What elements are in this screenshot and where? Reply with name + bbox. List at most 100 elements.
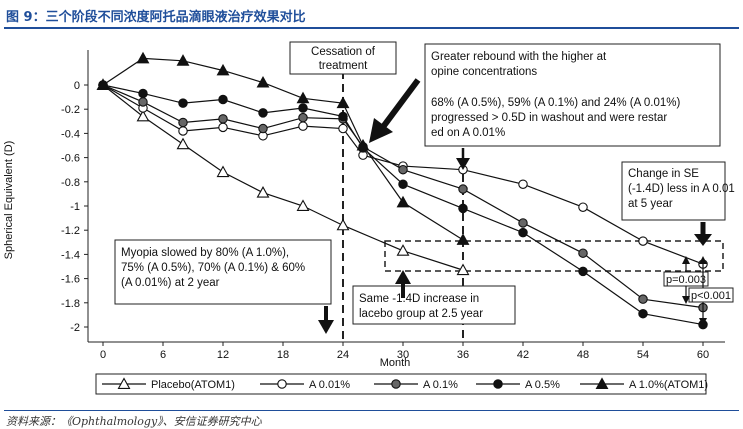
data-point (138, 88, 148, 99)
data-point (336, 218, 350, 231)
y-tick-label: -2 (70, 322, 80, 334)
y-axis-label: Spherical Equivalent (D) (3, 141, 15, 260)
y-tick-label: -0.2 (61, 104, 80, 116)
data-point (218, 122, 228, 133)
figure-title: 图 9：三个阶段不同浓度阿托品滴眼液治疗效果对比 (6, 10, 306, 25)
data-point (216, 165, 230, 178)
legend-label: A 0.1% (423, 379, 458, 391)
p-value-001: p<0.001 (691, 290, 731, 302)
data-point (398, 164, 408, 175)
data-point (336, 96, 350, 109)
annotation-placebo-line2: lacebo group at 2.5 year (359, 308, 483, 320)
data-point (298, 103, 308, 113)
annotation-rebound: Greater rebound with the higher at opine… (424, 43, 721, 147)
data-point (178, 126, 188, 136)
data-point (178, 98, 188, 108)
data-point (176, 54, 190, 66)
data-point (296, 199, 310, 211)
title-rule (4, 27, 739, 29)
series-layer (96, 51, 708, 330)
y-tick-label: -1.4 (61, 249, 80, 261)
x-tick-label: 30 (397, 349, 409, 361)
x-tick-label: 36 (457, 349, 469, 361)
x-tick-label: 48 (577, 349, 589, 361)
plot-frame (87, 50, 725, 343)
data-point (176, 137, 190, 150)
data-point (398, 179, 408, 189)
data-point (338, 111, 348, 122)
data-point (638, 308, 648, 319)
data-point (136, 109, 150, 122)
annotation-restart-line1: 68% (A 0.5%), 59% (A 0.1%) and 24% (A 0.… (431, 97, 680, 109)
y-tick-label: -0.6 (61, 153, 80, 165)
x-tick-label: 60 (697, 349, 709, 361)
spherical-equivalent-chart: 0 -0.2 -0.4 -0.6 -0.8 -1 -1.2 -1.4 -1.6 -1.8 -2 0 6… (3, 41, 735, 395)
data-point (216, 63, 230, 76)
data-point (178, 117, 188, 128)
data-point (458, 184, 468, 194)
legend-marker (391, 379, 401, 389)
y-tick-label: -0.8 (61, 177, 80, 189)
legend-marker (595, 377, 609, 389)
y-tick-label: -1.2 (61, 225, 80, 237)
data-point (518, 179, 528, 189)
annotation-rebound-line1: Greater rebound with the higher at (431, 51, 607, 63)
annotation-cessation-line1: Cessation of (311, 46, 376, 58)
y-tick-label: -0.4 (61, 128, 80, 140)
annotation-myopia-line1: Myopia slowed by 80% (A 1.0%), (121, 247, 289, 259)
x-axis-label: Month (380, 357, 411, 369)
legend-marker (277, 379, 287, 389)
x-tick-label: 42 (517, 349, 529, 361)
annotation-rebound-line2: opine concentrations (431, 66, 537, 78)
x-tick-label: 6 (160, 349, 166, 361)
annotation-myopia: Myopia slowed by 80% (A 1.0%), 75% (A 0.… (114, 239, 332, 305)
annotation-cessation-line2: treatment (319, 60, 368, 72)
y-tick-label: -1.8 (61, 298, 80, 310)
x-tick-label: 12 (217, 349, 229, 361)
annotation-change-line3: at 5 year (628, 198, 673, 210)
arrow-month36 (456, 158, 470, 170)
series-a-0-01 (98, 80, 708, 269)
x-axis-ticks: 0 6 12 18 24 30 36 42 48 54 60 (100, 342, 709, 361)
data-point (218, 94, 228, 105)
annotation-restart-line2: progressed > 0.5D in washout and were re… (431, 112, 667, 124)
annotation-change-line2: (-1.4D) less in A 0.01 (628, 183, 735, 195)
series-line (102, 84, 704, 265)
data-point (396, 244, 410, 256)
data-point (256, 75, 270, 88)
legend-marker (493, 379, 503, 389)
p-value-003: p=0.003 (666, 274, 706, 286)
data-point (518, 227, 528, 238)
arrow-month22 (318, 320, 334, 334)
arrow-change-se (694, 234, 712, 246)
data-point (456, 233, 470, 245)
annotation-restart-line3: ed on A 0.01% (431, 127, 505, 139)
legend-label: A 0.5% (525, 379, 560, 391)
arrow-month30 (395, 270, 411, 284)
series-a-1-0-atom1 (96, 51, 470, 245)
bottom-rule (4, 410, 739, 411)
y-tick-label: 0 (74, 80, 80, 92)
y-tick-label: -1 (70, 201, 80, 213)
series-line (102, 84, 704, 326)
legend-label: Placebo(ATOM1) (151, 379, 235, 391)
annotation-change-line1: Change in SE (628, 168, 699, 180)
x-tick-label: 24 (337, 349, 349, 361)
data-point (578, 248, 588, 258)
data-point (256, 186, 270, 198)
series-placebo-atom1 (96, 78, 470, 276)
data-point (638, 294, 648, 304)
source-note: 资料来源：《Ophthalmology》、安信证券研究中心 (6, 415, 262, 428)
annotation-placebo-line1: Same -1.4D increase in (359, 293, 479, 305)
data-point (356, 138, 370, 151)
data-point (578, 266, 588, 277)
data-point (518, 218, 528, 228)
legend-label: A 1.0%(ATOM1) (629, 379, 708, 391)
annotation-arrows (318, 78, 712, 334)
data-point (258, 123, 268, 134)
arrow-rebound (369, 118, 393, 143)
data-point (298, 112, 308, 123)
data-point (296, 91, 310, 104)
x-tick-label: 18 (277, 349, 289, 361)
annotation-p003: p=0.003 (663, 271, 709, 287)
